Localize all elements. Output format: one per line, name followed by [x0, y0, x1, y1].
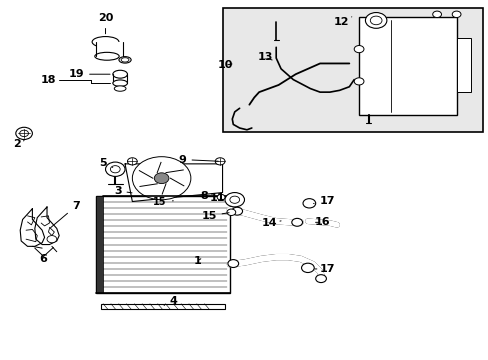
Text: 10: 10 — [217, 60, 232, 70]
Circle shape — [105, 162, 125, 176]
Circle shape — [47, 235, 57, 243]
Circle shape — [291, 219, 302, 226]
Circle shape — [231, 207, 242, 215]
Ellipse shape — [121, 58, 129, 62]
Ellipse shape — [113, 80, 127, 86]
Text: 5: 5 — [99, 158, 113, 168]
Text: 15: 15 — [201, 211, 228, 221]
Circle shape — [110, 166, 120, 173]
Circle shape — [154, 173, 168, 184]
Bar — [101, 304, 224, 310]
Ellipse shape — [119, 57, 131, 63]
Text: 9: 9 — [178, 154, 218, 165]
Circle shape — [215, 158, 224, 165]
Circle shape — [224, 193, 244, 207]
Text: 17: 17 — [314, 264, 334, 274]
Circle shape — [353, 45, 363, 53]
Text: 8: 8 — [200, 191, 214, 201]
Ellipse shape — [95, 52, 119, 60]
Ellipse shape — [114, 86, 126, 91]
Circle shape — [315, 275, 326, 283]
Circle shape — [301, 263, 314, 273]
Circle shape — [16, 127, 32, 139]
Circle shape — [229, 196, 239, 203]
Bar — [358, 17, 456, 116]
Circle shape — [20, 130, 28, 136]
Text: 12: 12 — [333, 17, 351, 27]
Text: 6: 6 — [40, 254, 47, 264]
Circle shape — [365, 13, 386, 28]
Text: 14: 14 — [261, 218, 281, 228]
Text: 11: 11 — [209, 193, 225, 203]
Ellipse shape — [113, 70, 127, 78]
Bar — [96, 196, 229, 293]
Text: 19: 19 — [68, 69, 110, 79]
Ellipse shape — [92, 37, 119, 47]
Circle shape — [369, 16, 381, 25]
Circle shape — [127, 158, 137, 165]
Text: 15: 15 — [153, 197, 173, 207]
Text: 2: 2 — [13, 139, 24, 149]
Bar — [96, 196, 103, 293]
Text: 3: 3 — [114, 186, 132, 196]
Text: 17: 17 — [313, 196, 334, 206]
Circle shape — [451, 11, 460, 18]
Bar — [222, 8, 483, 132]
Text: 18: 18 — [41, 75, 56, 85]
Text: 13: 13 — [257, 52, 272, 62]
Bar — [96, 42, 122, 56]
Circle shape — [353, 78, 363, 85]
Text: 16: 16 — [314, 217, 330, 227]
Circle shape — [432, 11, 441, 18]
Text: 1: 1 — [193, 256, 201, 266]
Text: 7: 7 — [50, 201, 80, 228]
Circle shape — [226, 209, 235, 216]
Circle shape — [303, 199, 315, 208]
Text: 20: 20 — [98, 13, 113, 34]
Bar — [456, 39, 470, 92]
Text: 4: 4 — [164, 296, 177, 306]
Circle shape — [227, 260, 238, 267]
Circle shape — [217, 194, 224, 200]
Circle shape — [132, 157, 190, 200]
